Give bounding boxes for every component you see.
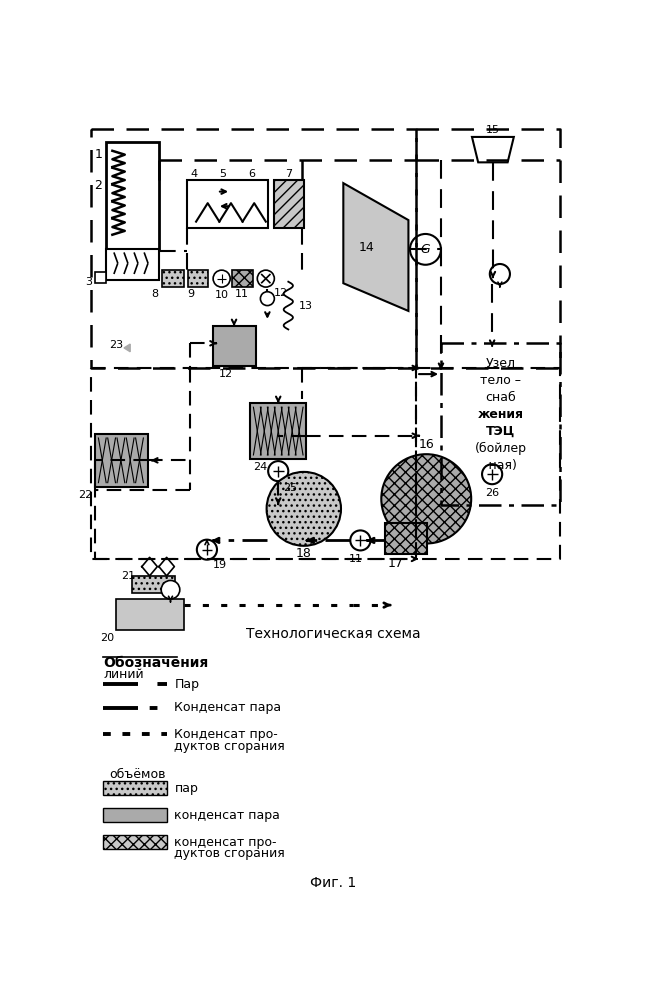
Bar <box>106 249 159 280</box>
Bar <box>103 835 167 849</box>
Text: снаб: снаб <box>485 391 516 404</box>
Text: конденсат пара: конденсат пара <box>174 809 280 822</box>
Text: 6: 6 <box>249 169 255 179</box>
Text: 19: 19 <box>213 560 227 570</box>
Text: 15: 15 <box>486 125 500 135</box>
Circle shape <box>260 292 274 306</box>
Bar <box>187 180 268 228</box>
Text: G: G <box>421 243 430 256</box>
Text: 4: 4 <box>191 169 198 179</box>
Text: 17: 17 <box>387 557 404 570</box>
Bar <box>385 523 427 554</box>
Text: 23: 23 <box>109 340 124 350</box>
Bar <box>117 599 184 630</box>
Text: 12: 12 <box>273 288 288 298</box>
Circle shape <box>197 540 217 560</box>
Circle shape <box>490 264 510 284</box>
Text: тело –: тело – <box>480 374 521 387</box>
Text: 13: 13 <box>298 301 312 311</box>
Circle shape <box>350 530 370 550</box>
Circle shape <box>257 270 274 287</box>
Bar <box>251 403 306 459</box>
Text: 7: 7 <box>286 169 293 179</box>
Text: 18: 18 <box>296 547 312 560</box>
Bar <box>213 326 256 366</box>
Circle shape <box>482 464 502 484</box>
Text: 1: 1 <box>94 148 102 161</box>
Circle shape <box>213 270 230 287</box>
Text: Обозначения: Обозначения <box>103 656 208 670</box>
Text: Конденсат про-: Конденсат про- <box>174 728 278 741</box>
Text: 26: 26 <box>485 488 499 498</box>
Text: 5: 5 <box>219 169 226 179</box>
Text: 11: 11 <box>349 554 363 564</box>
Text: 8: 8 <box>152 289 159 299</box>
Bar <box>95 434 148 487</box>
Text: -ная): -ная) <box>484 459 517 472</box>
Circle shape <box>410 234 441 265</box>
Text: 2: 2 <box>94 179 102 192</box>
Polygon shape <box>343 183 408 311</box>
Text: дуктов сгорания: дуктов сгорания <box>174 740 285 753</box>
Text: дуктов сгорания: дуктов сгорания <box>174 847 285 860</box>
Text: 12: 12 <box>219 369 234 379</box>
Text: 22: 22 <box>78 490 92 500</box>
Text: 21: 21 <box>122 571 135 581</box>
Text: жения: жения <box>478 408 523 421</box>
Text: 25: 25 <box>283 483 297 493</box>
Bar <box>162 270 184 287</box>
Text: Технологическая схема: Технологическая схема <box>246 627 421 641</box>
Circle shape <box>381 454 471 544</box>
Text: 24: 24 <box>253 462 267 472</box>
Bar <box>132 576 175 593</box>
Text: 10: 10 <box>215 290 229 300</box>
Text: (бойлер: (бойлер <box>475 442 527 455</box>
Bar <box>95 272 106 283</box>
Bar <box>103 808 167 822</box>
Text: ТЭЦ: ТЭЦ <box>486 425 516 438</box>
Text: 14: 14 <box>359 241 374 254</box>
Polygon shape <box>472 137 514 162</box>
Bar <box>232 270 253 287</box>
Text: 11: 11 <box>235 289 249 299</box>
Text: конденсат про-: конденсат про- <box>174 836 277 849</box>
Circle shape <box>268 461 288 481</box>
Text: 20: 20 <box>100 633 114 643</box>
Text: линий: линий <box>103 668 144 681</box>
Text: 3: 3 <box>85 277 92 287</box>
Circle shape <box>161 580 180 599</box>
Bar <box>103 781 167 795</box>
Text: Узел: Узел <box>486 357 516 370</box>
Circle shape <box>267 472 341 546</box>
Text: пар: пар <box>174 782 199 795</box>
Text: объёмов: объёмов <box>109 768 166 781</box>
Bar <box>106 142 159 249</box>
Polygon shape <box>124 344 130 352</box>
Text: Пар: Пар <box>174 678 199 691</box>
Text: Фиг. 1: Фиг. 1 <box>310 876 356 890</box>
Bar <box>187 270 208 287</box>
Text: 16: 16 <box>419 438 434 451</box>
Bar <box>274 180 304 228</box>
Text: Конденсат пара: Конденсат пара <box>174 701 281 714</box>
Text: 9: 9 <box>187 289 195 299</box>
